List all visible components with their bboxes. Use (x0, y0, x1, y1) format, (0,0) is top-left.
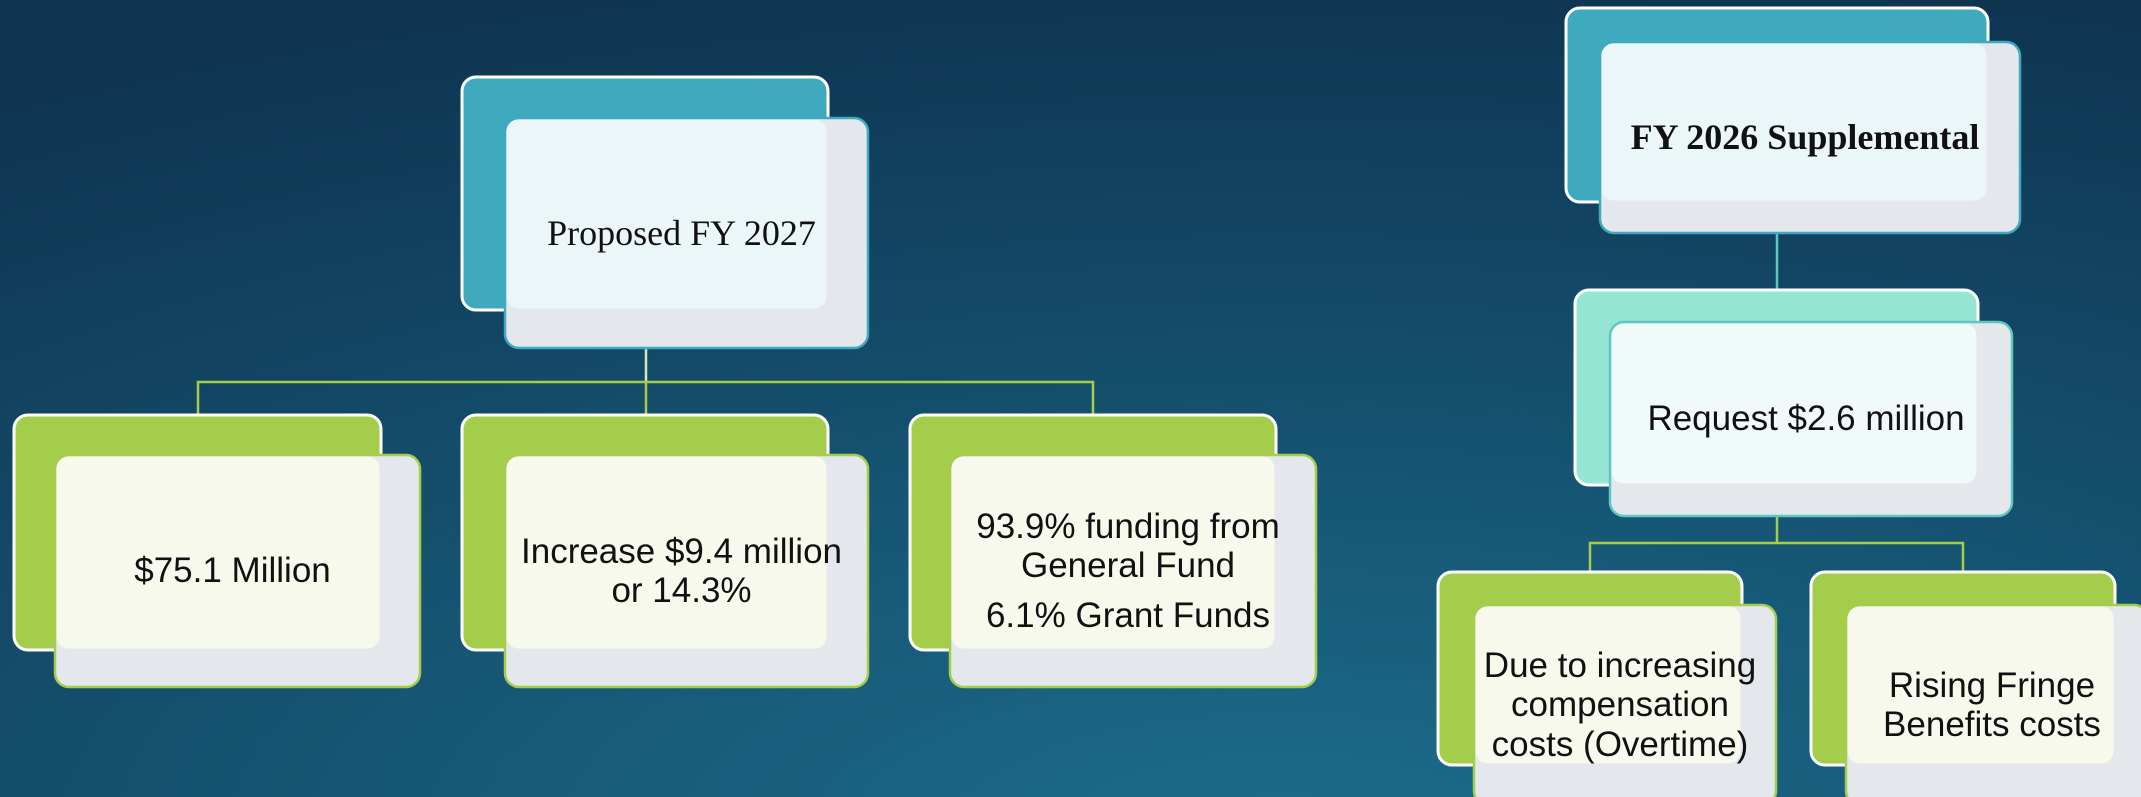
node-overlap (1601, 43, 1987, 201)
node-label-box: Rising Fringe Benefits costs (1846, 605, 2138, 797)
node: $75.1 Million (12, 413, 422, 689)
node: Proposed FY 2027 (460, 75, 870, 350)
node-text: FY 2026 Supplemental (1630, 117, 1980, 158)
node-overlap (951, 456, 1275, 649)
node-label: Increase $9.4 million or 14.3% (505, 455, 858, 687)
node-text: Request $2.6 million (1647, 399, 1965, 439)
node-text: Due to increasing compensation costs (Ov… (1483, 646, 1757, 764)
node-overlap (1475, 606, 1741, 764)
node-text: 93.9% funding from General Fund (976, 507, 1280, 586)
node-label: $75.1 Million (55, 455, 410, 687)
node-label-box: $75.1 Million (55, 455, 410, 687)
node-text: 6.1% Grant Funds (985, 595, 1271, 635)
node-label-box: Due to increasing compensation costs (Ov… (1474, 605, 1766, 797)
node-overlap (1847, 606, 2114, 764)
node-label-box: Proposed FY 2027 (505, 118, 858, 348)
node: 93.9% funding from General Fund 6.1% Gran… (908, 413, 1318, 689)
node-label: Request $2.6 million (1610, 322, 2002, 516)
node-label-box: FY 2026 Supplemental (1600, 42, 2010, 233)
node-overlap (506, 119, 827, 309)
node-label: Proposed FY 2027 (505, 118, 858, 348)
node-text: Rising Fringe Benefits costs (1883, 665, 2101, 744)
node: Rising Fringe Benefits costs (1809, 570, 2141, 797)
node: Request $2.6 million (1573, 288, 2014, 518)
node-overlap (56, 456, 380, 649)
node-text: $75.1 Million (134, 551, 331, 591)
node: Due to increasing compensation costs (Ov… (1436, 570, 1778, 797)
node-overlap (1611, 323, 1977, 484)
node-label: 93.9% funding from General Fund 6.1% Gran… (950, 455, 1306, 687)
node-label: Rising Fringe Benefits costs (1846, 605, 2138, 797)
node-overlap (506, 456, 827, 649)
node-label: Due to increasing compensation costs (Ov… (1474, 605, 1766, 797)
node-label-box: Request $2.6 million (1610, 322, 2002, 516)
node-label-box: Increase $9.4 million or 14.3% (505, 455, 858, 687)
node: FY 2026 Supplemental (1564, 6, 2022, 235)
node-label-box: 93.9% funding from General Fund 6.1% Gran… (950, 455, 1306, 687)
node-text: Proposed FY 2027 (547, 212, 816, 253)
node-label: FY 2026 Supplemental (1600, 42, 2010, 233)
node: Increase $9.4 million or 14.3% (460, 413, 870, 689)
nodes: Proposed FY 2027 $75.1 Million Increase $9… (12, 6, 2141, 797)
connectors (196, 233, 1965, 572)
node-text: Increase $9.4 million or 14.3% (521, 531, 842, 610)
